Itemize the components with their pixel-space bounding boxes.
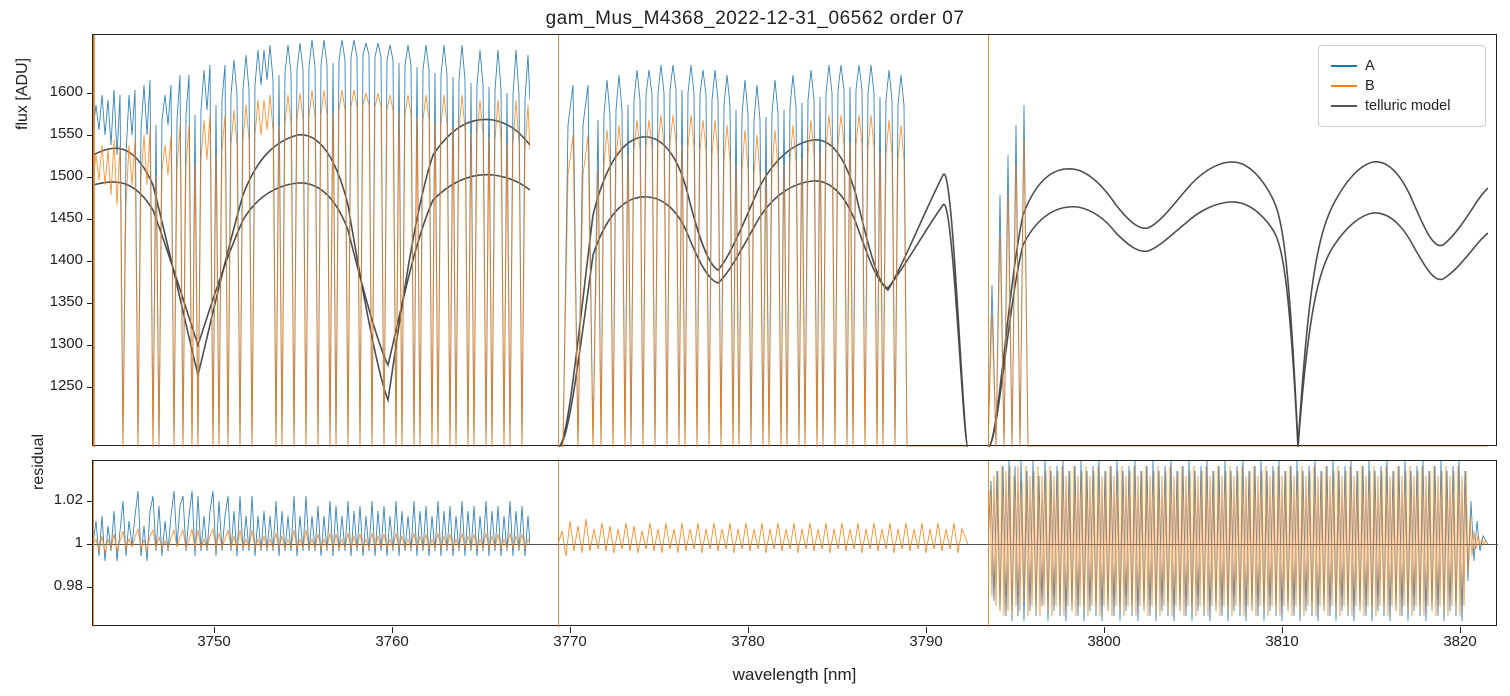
flux-axis-label: flux [ADU] xyxy=(14,0,32,130)
artifact-spike xyxy=(988,461,989,627)
artifact-spike xyxy=(558,35,559,447)
flux-segments-container xyxy=(93,35,1498,447)
residual-plot-area: 1.02 1 0.98 3750 3760 3770 3780 3790 380… xyxy=(92,460,1497,626)
residual-axis-label: residual xyxy=(30,340,48,490)
flux-segment-1 xyxy=(93,35,530,447)
chart-legend: A B telluric model xyxy=(1318,45,1486,127)
flux-plot-area: 1600 1550 1500 1450 1400 1350 1300 1250 … xyxy=(92,34,1497,446)
spectrum-chart: gam_Mus_M4368_2022-12-31_06562 order 07 xyxy=(0,0,1510,696)
chart-title: gam_Mus_M4368_2022-12-31_06562 order 07 xyxy=(0,8,1510,30)
residual-segment-2 xyxy=(558,461,968,627)
residual-segment-1 xyxy=(93,461,530,627)
residual-segment-3 xyxy=(988,461,1488,627)
artifact-spike xyxy=(93,35,94,447)
legend-entry-telluric: telluric model xyxy=(1331,98,1473,114)
legend-entry-b: B xyxy=(1331,78,1473,94)
residual-segments-container xyxy=(93,461,1498,627)
artifact-spike xyxy=(93,461,94,627)
flux-segment-2 xyxy=(558,35,968,447)
artifact-spike xyxy=(558,461,559,627)
wavelength-axis-label: wavelength [nm] xyxy=(92,665,1497,685)
legend-entry-a: A xyxy=(1331,58,1473,74)
artifact-spike xyxy=(988,35,989,447)
